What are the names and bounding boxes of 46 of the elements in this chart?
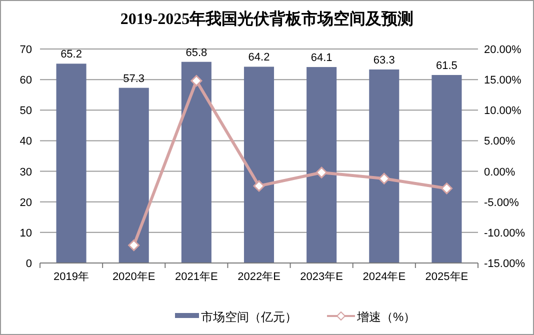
point xyxy=(440,182,452,194)
x-tick-label: 2020年E xyxy=(112,271,156,283)
x-tick-label: 2019年 xyxy=(54,271,90,283)
legend-label: 增速（%） xyxy=(356,310,416,324)
point xyxy=(378,172,390,184)
bar xyxy=(369,69,400,263)
y-tick-label: 40 xyxy=(20,136,32,148)
y-tick-label: 10 xyxy=(20,227,32,240)
point xyxy=(253,180,265,192)
y-tick-label: 50 xyxy=(20,105,32,118)
bar xyxy=(118,88,149,263)
bar xyxy=(181,62,212,263)
y-tick-label: 30 xyxy=(20,166,32,178)
point xyxy=(128,240,140,252)
x-tick-label: 2023年E xyxy=(300,271,343,283)
data-label: 65.8 xyxy=(186,46,208,59)
y-tick-label: 60 xyxy=(20,74,32,87)
x-tick-label: 2024年E xyxy=(362,271,406,283)
y2-tick-label: 0.00% xyxy=(484,166,516,178)
data-label: 57.3 xyxy=(123,72,145,85)
y2-tick-label: 20.00% xyxy=(484,44,522,56)
bar xyxy=(244,66,274,263)
bar xyxy=(306,67,337,263)
y2-tick-label: -15.00% xyxy=(484,258,526,270)
y2-tick-label: 15.00% xyxy=(484,74,522,87)
y-tick-label: 0 xyxy=(26,258,32,270)
x-tick-label: 2025年E xyxy=(425,271,468,283)
data-label: 64.2 xyxy=(248,52,270,64)
bar xyxy=(56,64,86,263)
point xyxy=(190,75,202,87)
data-label: 65.2 xyxy=(60,48,82,61)
y2-tick-label: -5.00% xyxy=(484,196,520,209)
x-tick-label: 2022年E xyxy=(238,271,280,283)
bar xyxy=(432,74,462,263)
data-label: 63.3 xyxy=(373,54,395,66)
data-label: 64.1 xyxy=(310,52,332,64)
legend-label: 市场空间（亿元） xyxy=(201,310,297,324)
point xyxy=(316,166,328,178)
y2-tick-label: 10.00% xyxy=(484,105,522,118)
y-tick-label: 70 xyxy=(20,44,32,56)
data-label: 61.5 xyxy=(436,60,458,72)
x-tick-label: 2021年E xyxy=(175,271,218,283)
y-tick-label: 20 xyxy=(20,196,32,209)
y2-tick-label: -10.00% xyxy=(484,227,526,240)
chart-title: 2019-2025年我国光伏背板市场空间及预测 xyxy=(120,10,414,28)
y2-tick-label: 5.00% xyxy=(484,136,516,148)
